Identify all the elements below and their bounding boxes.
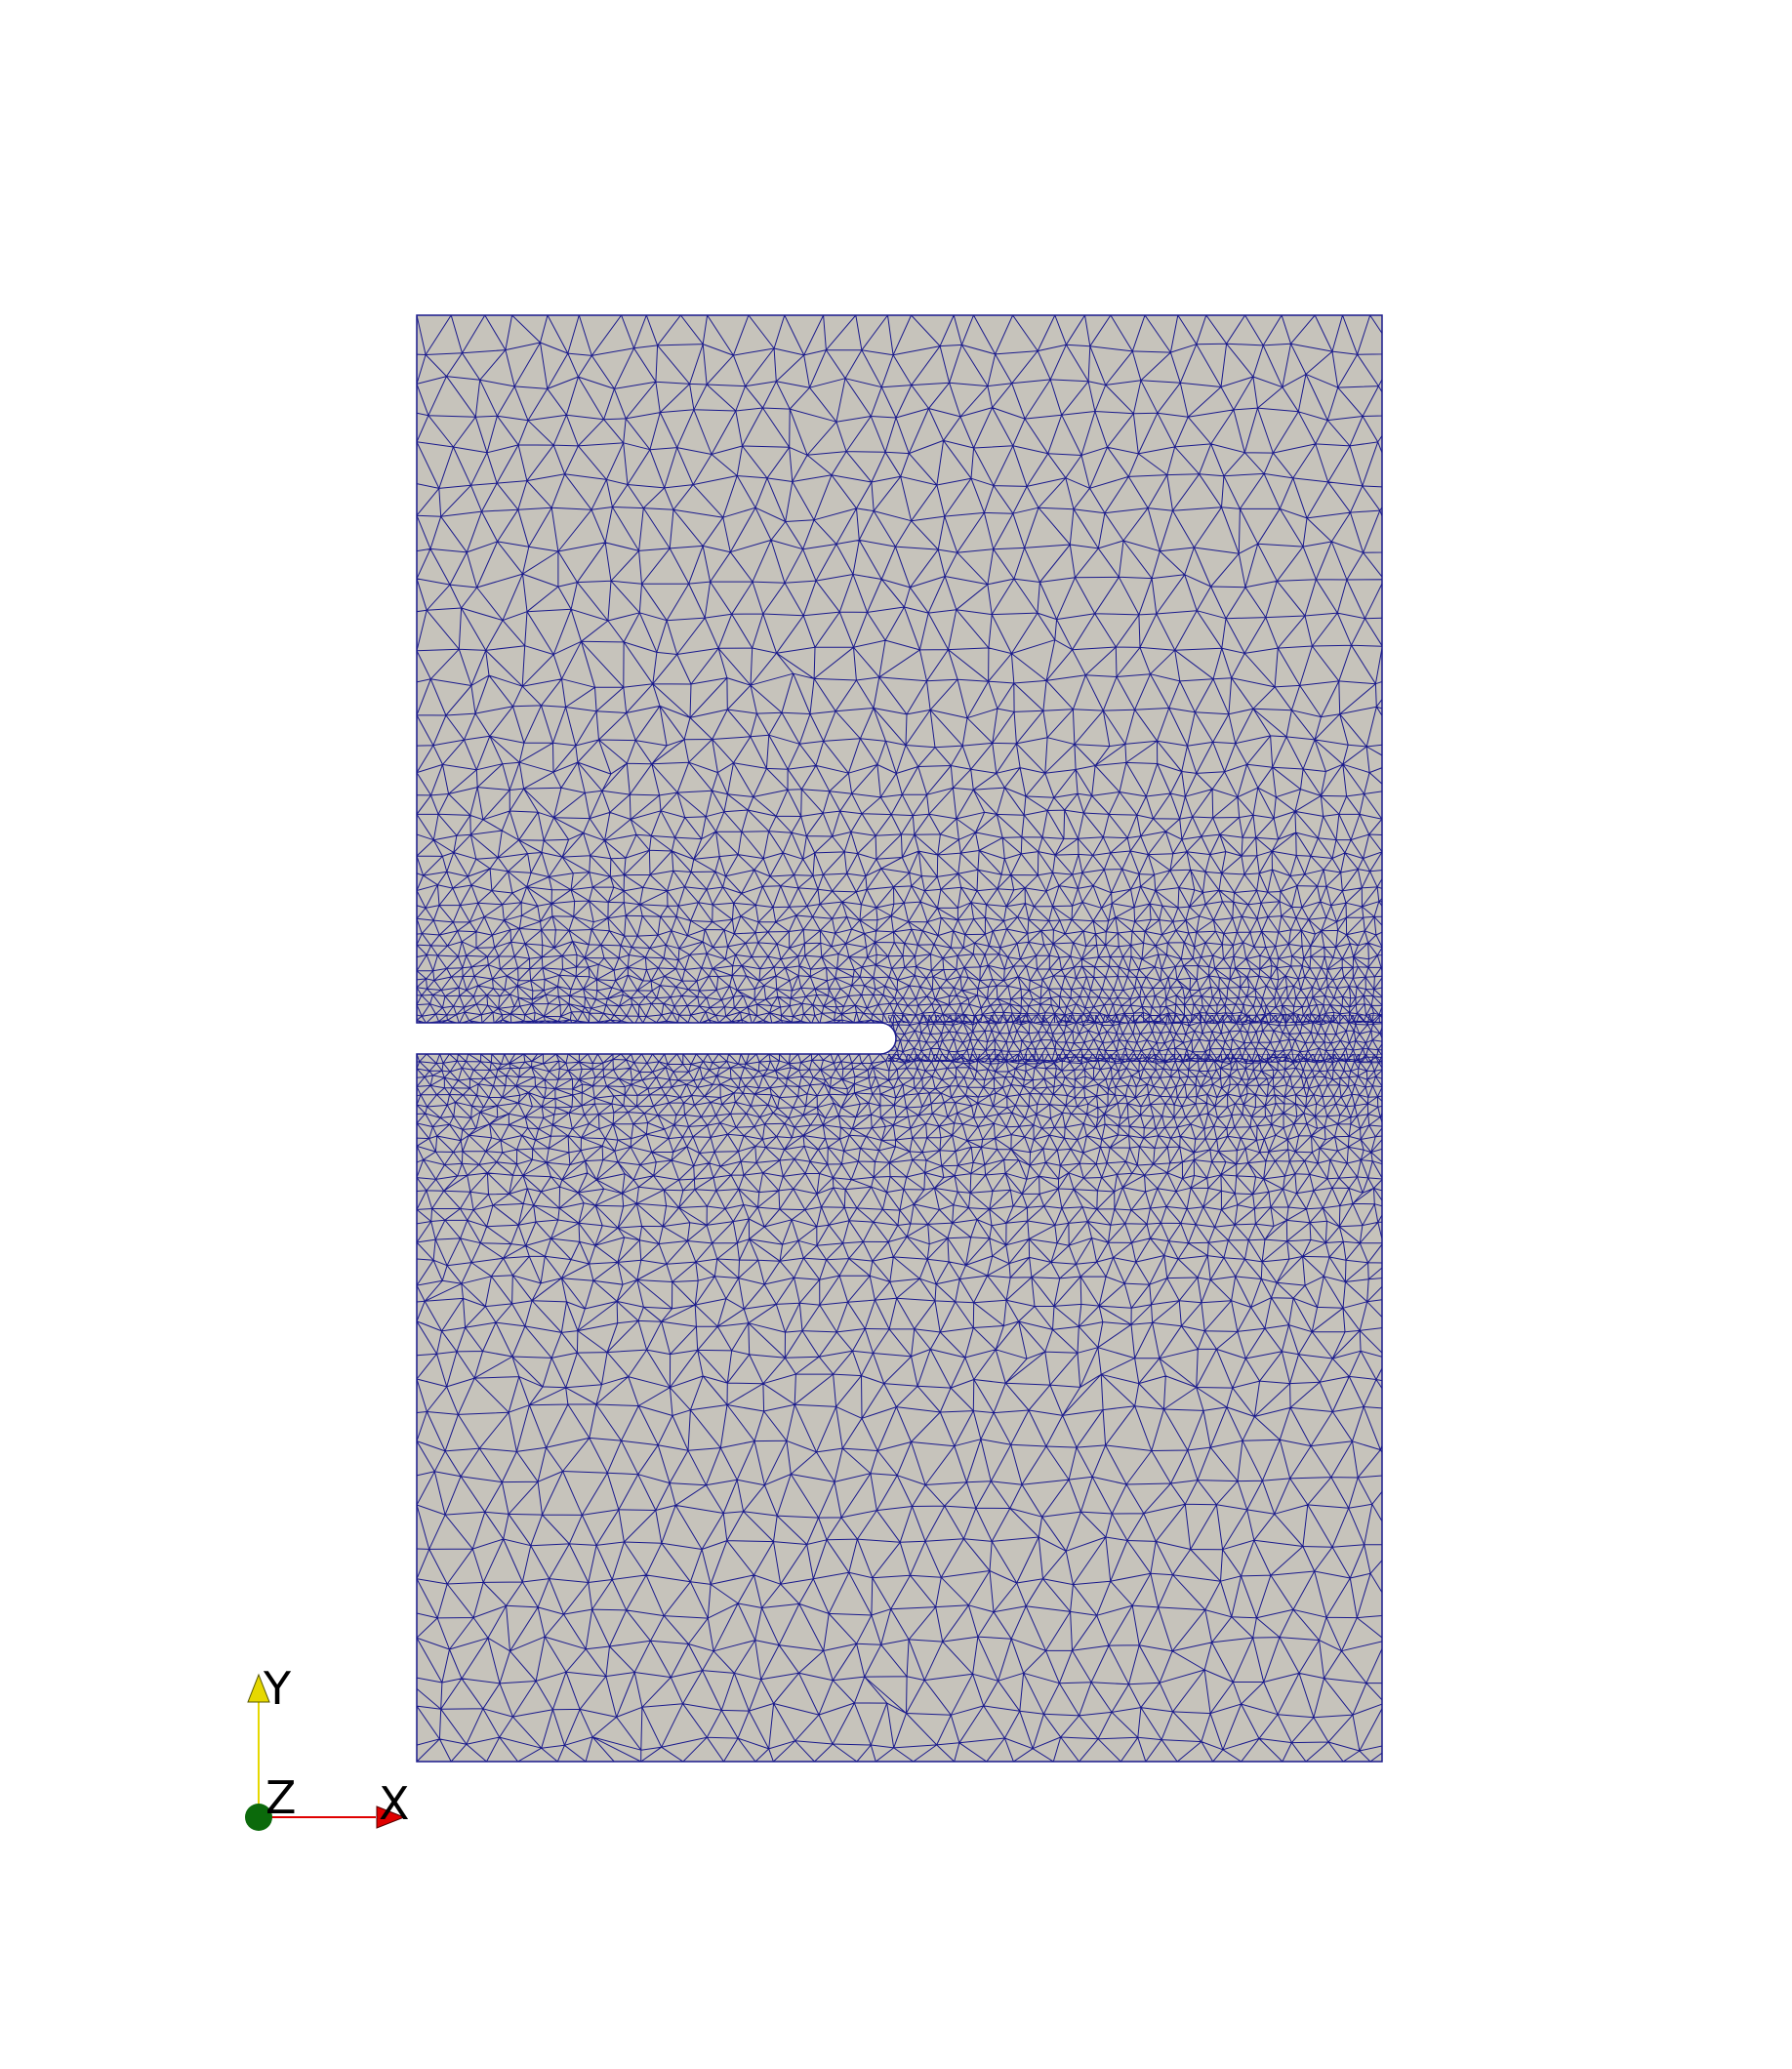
lower-mesh-edges <box>417 1054 1382 1762</box>
notched-specimen-mesh <box>416 314 1383 1763</box>
lower-mesh-region <box>417 1054 1382 1762</box>
ligament-mesh-edges <box>888 1015 1382 1062</box>
z-axis-marker <box>245 1804 272 1831</box>
mesh-triangles <box>417 315 1382 1023</box>
orientation-axes-widget: Y X Z <box>245 1662 410 1831</box>
mesh-triangles <box>417 1054 1382 1762</box>
y-axis-arrowhead <box>247 1673 270 1703</box>
specimen-outline <box>416 314 1383 1763</box>
z-axis-label: Z <box>265 1771 297 1824</box>
x-axis-arrowhead <box>376 1805 406 1829</box>
y-axis-label: Y <box>263 1662 292 1715</box>
mesh-triangles <box>888 1015 1382 1062</box>
x-axis-label: X <box>379 1777 410 1830</box>
notch-slot <box>417 1023 896 1054</box>
upper-mesh-edges <box>417 315 1382 1023</box>
